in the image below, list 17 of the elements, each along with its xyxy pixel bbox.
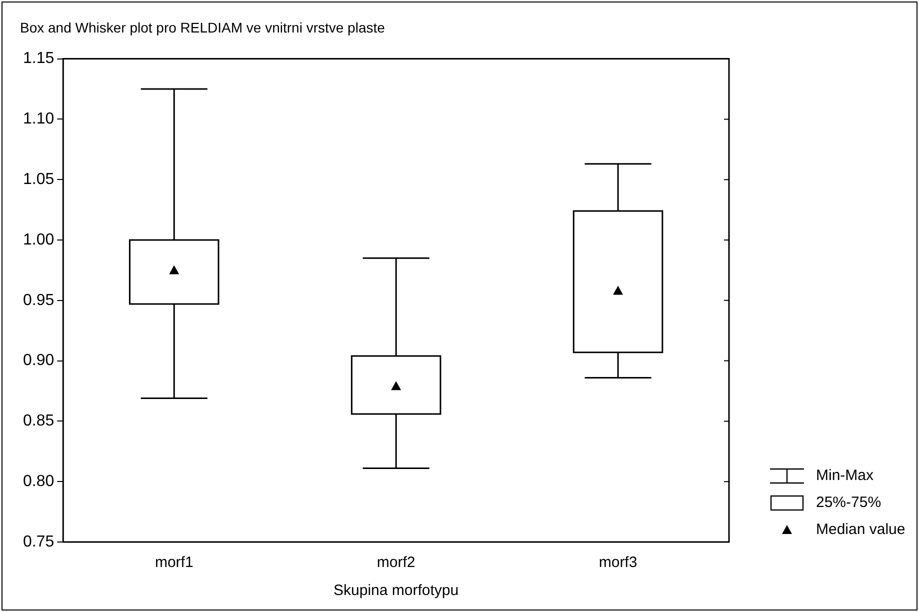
text: Median value — [816, 521, 906, 538]
y-tick-label: 0.85 — [23, 412, 54, 430]
x-tick-label: morf3 — [598, 554, 638, 572]
y-tick-label: 0.90 — [23, 352, 54, 370]
y-tick-label: 0.75 — [23, 533, 54, 550]
y-tick-label: 0.80 — [23, 473, 54, 490]
y-tick-label: 1.05 — [23, 171, 54, 188]
x-axis-title: Skupina morfotypu — [334, 582, 459, 600]
chart-title: Box and Whisker plot pro RELDIAM ve vnitrni vrstve plaste — [20, 19, 386, 36]
text: 25%-75% — [816, 494, 882, 511]
text: Min-Max — [816, 467, 874, 484]
y-tick-label: 1.10 — [23, 110, 54, 128]
y-tick-label: 0.95 — [23, 292, 54, 309]
y-tick-label: 1.00 — [23, 231, 54, 248]
x-tick-label: morf2 — [376, 554, 416, 572]
x-tick-label: morf1 — [154, 554, 194, 572]
y-tick-label: 1.15 — [23, 50, 54, 68]
